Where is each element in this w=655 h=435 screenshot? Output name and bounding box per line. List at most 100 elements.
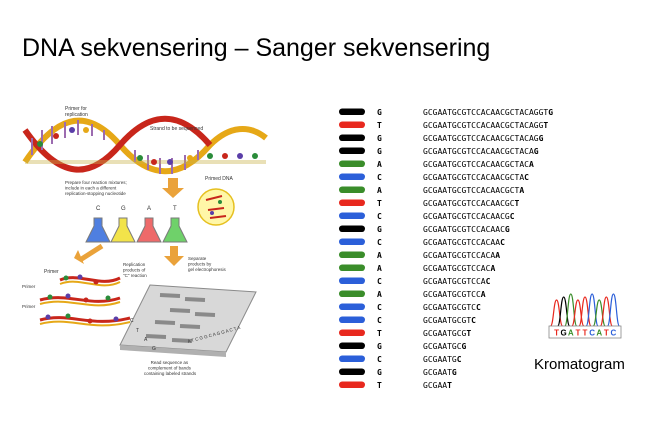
- ladder-base-label: A: [377, 251, 382, 260]
- strand-to-be-sequenced-label: Strand to be sequenced: [150, 126, 203, 132]
- ladder-band: [339, 316, 365, 323]
- ladder-sequence: GCGAAT: [423, 381, 452, 390]
- ladder-sequence: GCGAATGC: [423, 355, 462, 364]
- ladder-base-label: C: [377, 238, 382, 247]
- ladder-band: [339, 225, 365, 232]
- sanger-method-figure: Primer for replication Strand to be sequ…: [22, 106, 268, 376]
- ladder-base-label: G: [377, 134, 382, 143]
- reaction-flask-a: [136, 217, 162, 243]
- chromatogram-caption: Kromatogram: [534, 356, 625, 373]
- reaction-flask-g: [110, 217, 136, 243]
- primer-label: Primer: [44, 269, 59, 275]
- primed-dna-label: Primed DNA: [205, 176, 233, 182]
- ladder-band: [339, 290, 365, 297]
- ladder-band: [339, 173, 365, 180]
- primer-for-replication-label: Primer for replication: [65, 106, 88, 118]
- ladder-band: [339, 186, 365, 193]
- chromatogram-peak: [592, 299, 606, 327]
- ladder-base-label: G: [377, 108, 382, 117]
- ladder-sequence: GCGAATGCGTCCACAACGCTACAGGT: [423, 121, 548, 130]
- ladder-base-label: C: [377, 173, 382, 182]
- chromatogram-base: C: [611, 329, 617, 338]
- down-arrow-icon: [162, 178, 184, 198]
- ladder-band: [339, 199, 365, 206]
- ladder-base-label: G: [377, 342, 382, 351]
- reaction-flask-c: [85, 217, 111, 243]
- ladder-band: [339, 238, 365, 245]
- ladder-band: [339, 160, 365, 167]
- ladder-band: [339, 303, 365, 310]
- ladder-band: [339, 355, 365, 362]
- chromatogram-base: C: [589, 329, 595, 338]
- ladder-band: [339, 342, 365, 349]
- ladder-sequence: GCGAATGCGTCCACAACGC: [423, 212, 515, 221]
- ladder-sequence: GCGAATG: [423, 368, 457, 377]
- down-arrow-2-icon: [164, 246, 184, 266]
- ladder-band: [339, 121, 365, 128]
- read-sequence-label: Read sequence as complement of bands con…: [144, 360, 197, 376]
- dna-helix: [22, 115, 268, 175]
- ladder-base-label: C: [377, 212, 382, 221]
- chromatogram-base: A: [596, 329, 602, 338]
- ladder-sequence: GCGAATGCGTCCACAA: [423, 251, 500, 260]
- ladder-band: [339, 212, 365, 219]
- ladder-sequence: GCGAATGCGTCCACAAC: [423, 238, 505, 247]
- ladder-sequence: GCGAATGCGT: [423, 329, 471, 338]
- ladder-base-label: A: [377, 160, 382, 169]
- reaction-flask-t: [162, 217, 188, 243]
- ladder-sequence: GCGAATGCGTCCACAACGCTACAG: [423, 147, 539, 156]
- ladder-base-label: G: [377, 147, 382, 156]
- ladder-base-label: C: [377, 277, 382, 286]
- chromatogram-peak: [578, 296, 592, 327]
- ladder-base-label: A: [377, 264, 382, 273]
- replication-strands: [39, 274, 131, 327]
- chromatogram-peak: [585, 293, 599, 327]
- chromatogram-base: T: [575, 329, 580, 338]
- primer-label-3: Primer: [22, 304, 36, 309]
- ladder-band: [339, 251, 365, 258]
- ladder-sequence: GCGAATGCGTCCACA: [423, 264, 495, 273]
- ladder-sequence: GCGAATGCGTCCACAACGCT: [423, 199, 520, 208]
- separate-products-label: Separate products by gel electrophoresis: [188, 256, 227, 272]
- ladder-base-label: T: [377, 199, 382, 208]
- gel-lane-t: T: [136, 328, 139, 334]
- ladder-base-label: G: [377, 225, 382, 234]
- ladder-base-label: G: [377, 368, 382, 377]
- chromatogram-base: T: [554, 329, 559, 338]
- ladder-sequence: GCGAATGCGTCCACAACGCTACA: [423, 160, 534, 169]
- ladder-band: [339, 329, 365, 336]
- chromatogram-base: T: [583, 329, 588, 338]
- slide-title: DNA sekvensering – Sanger sekvensering: [22, 34, 491, 62]
- ladder-sequence: GCGAATGCGTCCACAACGCTA: [423, 186, 524, 195]
- chromatogram-peak: [564, 293, 578, 327]
- arrow-left-icon: [78, 243, 104, 263]
- chromatogram-base: G: [561, 329, 567, 338]
- ladder-base-label: T: [377, 381, 382, 390]
- ladder-sequence: GCGAATGCGTC: [423, 316, 476, 325]
- ladder-band: [339, 147, 365, 154]
- ladder-sequence: GCGAATGCGTCCACAACGCTAC: [423, 173, 529, 182]
- ladder-band: [339, 134, 365, 141]
- ladder-base-label: C: [377, 303, 382, 312]
- ladder-band: [339, 381, 365, 388]
- gel-lane-g: G: [152, 346, 156, 352]
- primer-label-2: Primer: [22, 284, 36, 289]
- ladder-sequence: GCGAATGCG: [423, 342, 467, 351]
- chromatogram-sequence-box: [548, 325, 622, 339]
- replication-products-label: Replication products of "C" reaction: [123, 262, 147, 278]
- tube-label-c: C: [96, 206, 101, 212]
- ladder-base-label: C: [377, 316, 382, 325]
- tube-label-a: A: [147, 206, 151, 212]
- gel-lane-c: C: [130, 318, 134, 324]
- ladder-base-label: A: [377, 290, 382, 299]
- ladder-base-label: C: [377, 355, 382, 364]
- chromatogram-base: T: [604, 329, 609, 338]
- chromatogram-peak: [549, 299, 564, 327]
- ladder-band: [339, 108, 365, 115]
- ladder-band: [339, 277, 365, 284]
- ladder-band: [339, 264, 365, 271]
- prepare-mixtures-label: Prepare four reaction mixtures; include …: [65, 180, 128, 196]
- tube-label-t: T: [173, 206, 177, 212]
